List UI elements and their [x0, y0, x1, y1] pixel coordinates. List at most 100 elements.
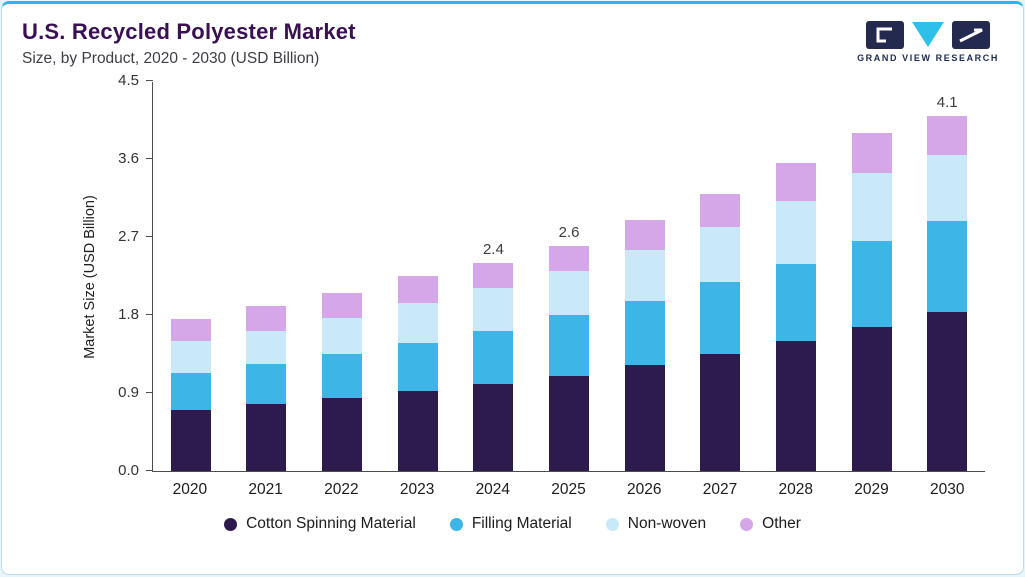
bar-column-2023	[380, 276, 456, 471]
segment-other	[775, 163, 816, 201]
segment-cotton-spinning-material	[624, 365, 665, 471]
legend-item-cotton-spinning-material: Cotton Spinning Material	[224, 515, 416, 533]
bar-total-label-2025: 2.6	[558, 223, 580, 241]
legend-item-filling-material: Filling Material	[449, 515, 572, 533]
segment-filling-material	[549, 315, 590, 376]
logo-text: GRAND VIEW RESEARCH	[857, 53, 999, 63]
segment-cotton-spinning-material	[246, 404, 287, 471]
bar-column-2021	[229, 306, 305, 471]
bar-column-2020	[153, 319, 229, 471]
segment-other	[473, 263, 514, 289]
y-tick-mark	[146, 80, 153, 81]
segment-non-woven	[246, 330, 287, 365]
x-tick-label-2024: 2024	[475, 481, 511, 498]
stacked-bar-2024	[473, 263, 514, 471]
segment-other	[851, 132, 892, 173]
y-tick-label: 3.6	[118, 150, 139, 167]
segment-other	[397, 276, 438, 303]
segment-cotton-spinning-material	[170, 410, 211, 471]
bars-container: 2.4 2.6 4.1	[153, 82, 985, 471]
bar-column-2024: 2.4	[456, 241, 532, 471]
stacked-bar-2027	[700, 193, 741, 471]
y-tick-label: 0.0	[118, 462, 139, 479]
stacked-bar-2026	[624, 219, 665, 471]
y-tick-label: 1.8	[118, 306, 139, 323]
legend-dot-cotton-spinning-material	[224, 517, 238, 531]
bar-column-2022	[304, 292, 380, 471]
segment-filling-material	[927, 221, 968, 312]
legend-label: Other	[762, 515, 801, 532]
bar-column-2027	[682, 193, 758, 471]
bar-total-label-2030: 4.1	[936, 93, 958, 111]
stacked-bar-2025	[549, 245, 590, 471]
segment-non-woven	[624, 250, 665, 302]
segment-filling-material	[170, 373, 211, 411]
segment-cotton-spinning-material	[473, 384, 514, 471]
x-tick-label-2029: 2029	[854, 481, 889, 498]
chart-header: U.S. Recycled Polyester Market Size, by …	[2, 4, 1023, 68]
segment-filling-material	[700, 282, 741, 354]
logo-icon	[866, 21, 991, 49]
segment-other	[927, 115, 968, 155]
legend-item-other: Other	[740, 515, 801, 533]
legend-label: Non-woven	[627, 515, 707, 532]
legend-dot-non-woven	[605, 517, 619, 531]
title-block: U.S. Recycled Polyester Market Size, by …	[22, 19, 356, 68]
x-tick-label-2022: 2022	[324, 481, 359, 498]
segment-non-woven	[322, 317, 363, 355]
segment-non-woven	[549, 270, 590, 316]
bar-column-2030: 4.1	[909, 94, 985, 471]
bar-column-2029	[834, 132, 910, 471]
x-tick-label-2023: 2023	[399, 481, 435, 498]
segment-cotton-spinning-material	[927, 311, 968, 471]
segment-non-woven	[700, 226, 741, 283]
bar-total-label-2024: 2.4	[482, 241, 504, 259]
y-tick-mark	[146, 314, 153, 315]
stacked-bar-2020	[170, 319, 211, 471]
bar-column-2028	[758, 163, 834, 471]
segment-filling-material	[397, 342, 438, 392]
x-tick-label-2025: 2025	[551, 481, 586, 498]
y-axis-label: Market Size (USD Billion)	[82, 195, 98, 359]
x-tick-label-2021: 2021	[248, 481, 283, 498]
segment-cotton-spinning-material	[549, 375, 590, 471]
segment-filling-material	[322, 354, 363, 399]
segment-non-woven	[397, 302, 438, 343]
segment-non-woven	[927, 154, 968, 222]
segment-filling-material	[851, 241, 892, 328]
segment-cotton-spinning-material	[775, 341, 816, 471]
segment-other	[246, 306, 287, 331]
segment-cotton-spinning-material	[700, 354, 741, 471]
segment-filling-material	[473, 330, 514, 385]
x-tick-label-2027: 2027	[702, 481, 738, 498]
y-tick-label: 4.5	[118, 72, 139, 89]
grand-view-research-logo: GRAND VIEW RESEARCH	[857, 21, 999, 63]
bar-column-2026	[607, 219, 683, 471]
segment-other	[700, 193, 741, 227]
stacked-bar-2023	[397, 276, 438, 471]
bar-column-2025: 2.6	[531, 224, 607, 471]
legend-label: Cotton Spinning Material	[246, 515, 416, 532]
page-title: U.S. Recycled Polyester Market	[22, 19, 356, 44]
segment-filling-material	[624, 301, 665, 366]
segment-non-woven	[473, 288, 514, 331]
segment-non-woven	[851, 172, 892, 242]
x-tick-label-2028: 2028	[778, 481, 813, 498]
segment-other	[170, 319, 211, 341]
stacked-bar-2029	[851, 132, 892, 471]
x-tick-label-2020: 2020	[172, 481, 208, 498]
segment-non-woven	[170, 340, 211, 374]
y-tick-mark	[146, 158, 153, 159]
legend-dot-filling-material	[449, 517, 463, 531]
x-tick-label-2030: 2030	[929, 481, 965, 498]
legend-dot-other	[740, 517, 754, 531]
segment-other	[624, 219, 665, 251]
segment-cotton-spinning-material	[322, 398, 363, 471]
segment-other	[322, 292, 363, 318]
segment-non-woven	[775, 200, 816, 264]
legend: Cotton Spinning Material Filling Materia…	[2, 515, 1023, 533]
y-tick-label: 2.7	[118, 228, 139, 245]
y-tick-label: 0.9	[118, 384, 139, 401]
stacked-bar-2028	[775, 163, 816, 471]
